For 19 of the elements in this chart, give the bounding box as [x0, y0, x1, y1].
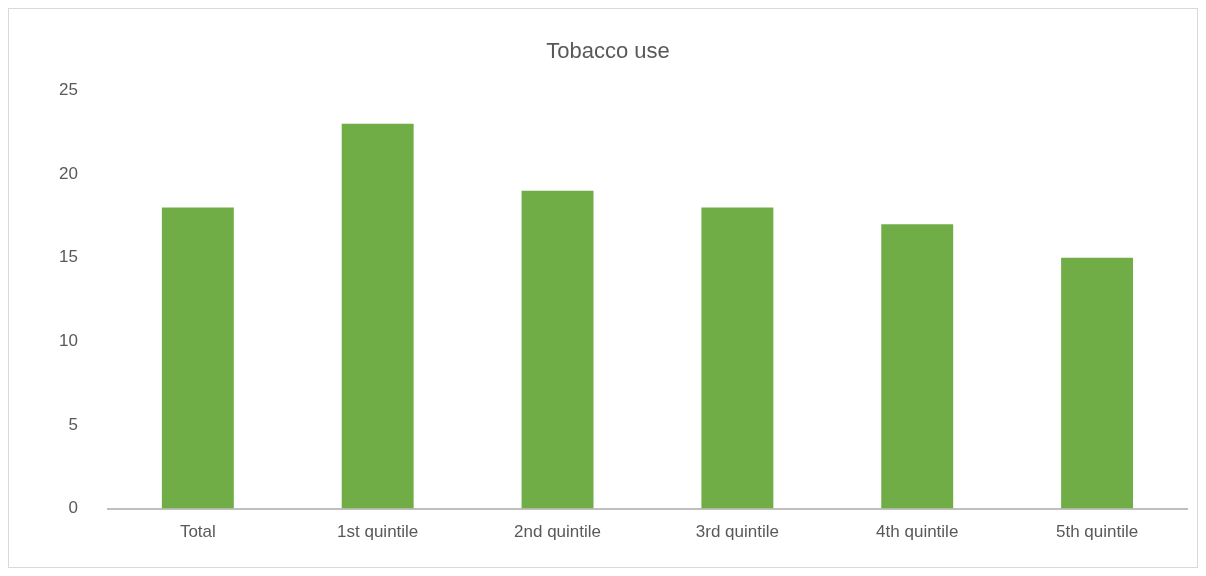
- bar: [1061, 257, 1134, 509]
- y-tick-label: 0: [68, 498, 78, 518]
- bar: [521, 190, 594, 509]
- y-tick-label: 15: [58, 247, 78, 267]
- x-tick-label: 3rd quintile: [695, 522, 779, 542]
- y-tick-label: 10: [58, 331, 78, 351]
- x-tick-label: 5th quintile: [1055, 522, 1139, 542]
- bar: [341, 123, 414, 509]
- bar: [701, 207, 774, 509]
- chart-title: Tobacco use: [546, 38, 670, 64]
- y-tick-label: 20: [58, 163, 78, 183]
- x-tick-label: 4th quintile: [876, 522, 959, 542]
- x-tick-label: Total: [179, 522, 216, 542]
- y-tick-label: 5: [68, 414, 78, 434]
- bar: [161, 207, 234, 509]
- x-tick-label: 1st quintile: [337, 522, 419, 542]
- bar: [881, 224, 954, 509]
- y-tick-label: 25: [58, 80, 78, 100]
- x-tick-label: 2nd quintile: [514, 522, 602, 542]
